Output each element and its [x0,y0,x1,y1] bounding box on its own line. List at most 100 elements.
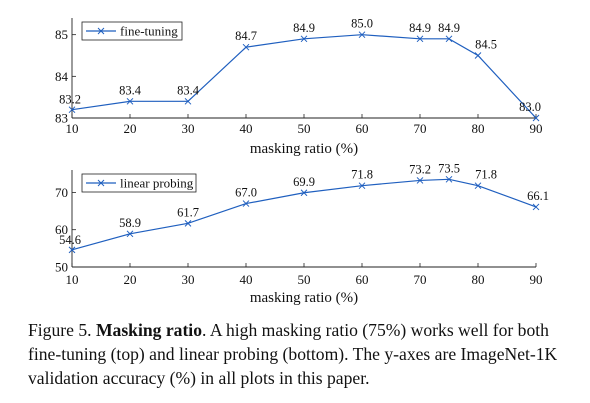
y-tick-label: 60 [55,222,68,237]
x-tick-label: 60 [356,121,369,136]
y-tick-label: 84 [55,69,69,84]
data-label: 83.0 [519,100,541,114]
data-label: 84.9 [409,21,431,35]
data-point [474,52,482,59]
series-line [71,178,537,251]
marker-stroke [184,219,192,227]
marker-stroke [474,182,482,190]
legend-label: linear probing [120,176,194,191]
marker-stroke [532,203,540,211]
marker-stroke [474,52,482,59]
data-point [68,246,76,254]
data-label: 71.8 [475,168,497,182]
x-axis-label: masking ratio (%) [250,290,358,306]
data-label: 67.0 [235,186,257,200]
data-point [445,175,453,183]
marker-stroke [126,97,134,105]
x-tick-label: 10 [66,272,79,287]
y-tick-label: 85 [55,27,68,42]
x-tick-label: 80 [472,272,485,287]
data-label: 69.9 [293,175,315,189]
data-point [532,203,540,211]
data-label: 84.7 [235,29,257,43]
data-point [358,182,366,190]
x-tick-label: 80 [472,121,485,136]
data-point [416,177,424,184]
series-line [71,34,537,119]
marker-stroke [126,230,134,238]
data-label: 66.1 [527,189,549,203]
data-point [474,182,482,190]
data-point [300,189,308,197]
caption-text: . A high masking ratio (75%) works well … [28,320,558,388]
data-label: 73.5 [438,161,460,175]
figure-caption: Figure 5. Masking ratio. A high masking … [28,318,584,390]
data-label: 61.7 [177,205,199,219]
legend: fine-tuning [81,21,183,41]
marker-stroke [242,43,250,51]
data-point [126,230,134,238]
marker-stroke [300,189,308,197]
y-tick-label: 83 [55,111,68,126]
data-point [532,114,540,122]
data-label: 83.4 [119,83,142,97]
data-point [184,219,192,227]
data-label: 73.2 [409,162,431,176]
data-point [242,200,250,207]
marker-stroke [358,182,366,190]
x-tick-label: 90 [530,121,543,136]
data-point [416,35,424,43]
data-point [184,97,192,105]
data-label: 71.8 [351,168,373,182]
x-tick-label: 30 [182,272,195,287]
data-point [445,35,453,43]
legend-box [81,173,197,193]
chart-panel-1: 10 20 30 40 50 60 70 80 90 83 84 85 masking ratio (%… [55,17,543,157]
marker-stroke [68,246,76,254]
x-tick-label: 10 [66,121,79,136]
x-tick-label: 60 [356,272,369,287]
marker-stroke [242,200,250,207]
chart-panel-2: 10 20 30 40 50 60 70 80 90 50 60 70 masking ratio (%… [55,161,549,306]
marker-stroke [300,35,308,43]
marker-stroke [184,97,192,105]
marker-stroke [445,175,453,183]
x-tick-label: 30 [182,121,195,136]
x-tick-label: 20 [124,121,137,136]
data-label: 54.6 [59,233,81,247]
data-label: 84.9 [293,21,315,35]
y-tick-label: 70 [55,185,68,200]
legend-marker [97,27,105,35]
data-label: 84.5 [475,38,497,52]
x-tick-label: 40 [240,272,253,287]
data-label: 84.9 [438,21,460,35]
x-axis-label: masking ratio (%) [250,141,358,157]
x-tick-label: 20 [124,272,137,287]
marker-stroke [68,106,76,114]
data-point [300,35,308,43]
marker-stroke [416,35,424,43]
legend: linear probing [81,173,197,193]
data-point [242,43,250,51]
x-tick-label: 90 [530,272,543,287]
marker-stroke [532,114,540,122]
legend-marker [97,179,105,187]
data-point [358,31,366,39]
legend-box [81,21,183,41]
legend-label: fine-tuning [120,24,178,39]
marker-stroke [416,177,424,184]
data-point [126,97,134,105]
data-label: 58.9 [119,216,141,230]
y-tick-label: 50 [55,260,68,275]
data-label: 83.4 [177,83,200,97]
data-point [68,106,76,114]
caption-bold-title: Masking ratio [95,320,202,340]
x-tick-label: 70 [414,121,427,136]
marker-stroke [445,35,453,43]
data-label: 83.2 [59,93,81,107]
marker-stroke [358,31,366,39]
x-tick-label: 70 [414,272,427,287]
caption-prefix: Figure 5. [28,320,96,340]
x-tick-label: 50 [298,272,311,287]
